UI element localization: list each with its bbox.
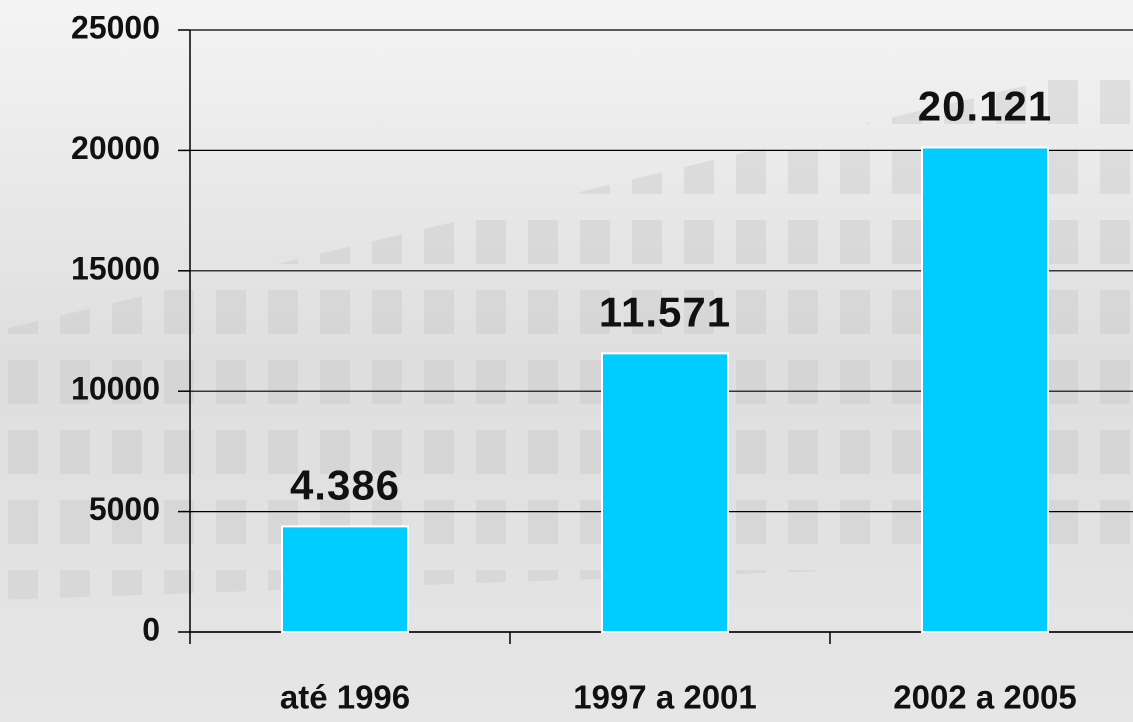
y-tick-label: 20000	[71, 130, 160, 166]
value-label: 4.386	[290, 461, 400, 508]
bar	[281, 525, 409, 634]
background-building	[0, 60, 1133, 600]
x-tick-label: 2002 a 2005	[893, 679, 1077, 716]
value-label: 11.571	[599, 288, 731, 335]
value-label: 20.121	[918, 83, 1052, 130]
y-tick-label: 10000	[71, 371, 160, 407]
bar	[601, 352, 729, 633]
x-tick-label: até 1996	[280, 679, 410, 716]
x-tick-label: 1997 a 2001	[573, 679, 757, 716]
y-tick-label: 0	[142, 611, 160, 647]
bar	[921, 146, 1049, 633]
y-tick-label: 15000	[71, 250, 160, 286]
y-tick-label: 5000	[89, 491, 160, 527]
y-tick-label: 25000	[71, 9, 160, 45]
